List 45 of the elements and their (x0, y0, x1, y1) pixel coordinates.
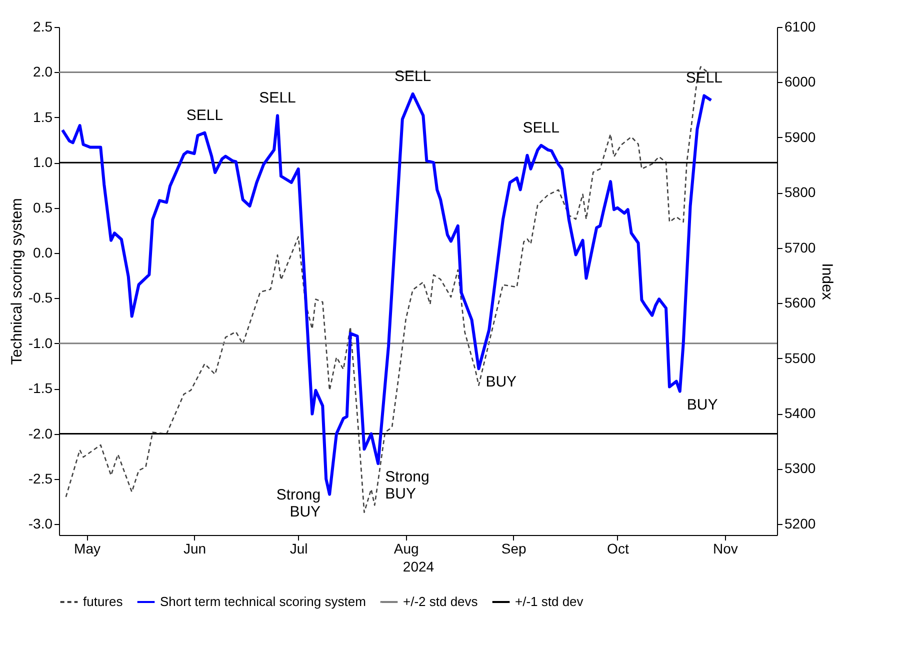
y-tick-label: 0.5 (33, 199, 53, 216)
annotation: SELL (394, 68, 432, 85)
y-tick-label: 1.5 (33, 108, 53, 125)
x-tick-label: Jun (183, 540, 206, 556)
annotation: SELL (522, 119, 560, 136)
legend-label: +/-2 std devs (403, 594, 478, 609)
y-tick-label: -3.0 (28, 516, 53, 532)
y2-tick-label: 5300 (784, 460, 816, 476)
y-tick-label: 2.5 (33, 18, 53, 34)
y-tick-label: -1.0 (28, 334, 53, 351)
y-tick-label: -1.5 (28, 380, 53, 396)
annotation: Strong BUY (276, 486, 321, 520)
legend-label: +/-1 std dev (515, 594, 584, 609)
y2-tick-label: 5400 (784, 405, 816, 422)
legend-label: Short term technical scoring system (160, 594, 366, 609)
x-tick-label: Oct (607, 540, 629, 556)
annotation: SELL (259, 90, 296, 107)
x-tick-label: Sep (501, 540, 527, 556)
x-tick-label: Aug (394, 540, 419, 556)
y2-tick-label: 5500 (784, 350, 816, 366)
x-tick-label: Nov (713, 540, 738, 556)
y-tick-label: 0.0 (33, 244, 53, 260)
y-axis-title: Technical scoring system (8, 198, 26, 365)
annotation: BUY (686, 396, 718, 414)
y2-tick-label: 5600 (784, 294, 816, 311)
y2-tick-label: 5900 (784, 128, 816, 145)
y2-tick-label: 6100 (784, 18, 816, 34)
legend-label: futures (83, 594, 124, 609)
x-axis-title: 2024 (402, 558, 434, 574)
y-tick-label: -2.0 (28, 425, 53, 442)
y2-tick-label: 5700 (784, 239, 816, 256)
x-tick-label: May (74, 540, 100, 556)
annotation: BUY (486, 374, 517, 391)
annotation: SELL (186, 106, 224, 124)
y2-tick-label: 6000 (784, 74, 816, 90)
y-tick-label: 1.0 (33, 154, 53, 170)
y-tick-label: -0.5 (28, 290, 53, 306)
y2-tick-label: 5800 (784, 184, 816, 200)
y-tick-label: -2.5 (28, 470, 53, 486)
y2-axis-title: Index (818, 263, 836, 300)
x-tick-label: Jul (290, 540, 308, 556)
annotation: SELL (686, 70, 723, 87)
y-tick-label: 2.0 (33, 64, 53, 80)
annotation: Strong BUY (385, 468, 430, 503)
y2-tick-label: 5200 (784, 515, 816, 532)
